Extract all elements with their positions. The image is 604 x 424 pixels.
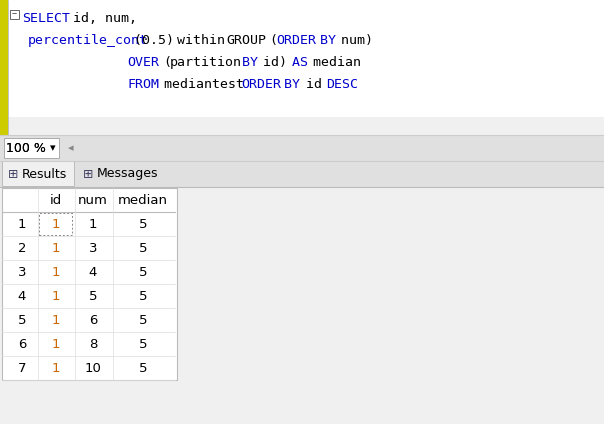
Text: num): num)	[333, 34, 373, 47]
Text: 5: 5	[139, 242, 147, 254]
Bar	[0, 135, 604, 161]
Text: SELECT: SELECT	[22, 12, 70, 25]
Text: 3: 3	[18, 265, 26, 279]
Text: DESC: DESC	[326, 78, 358, 91]
Text: −: −	[12, 9, 17, 19]
Bar	[4, 138, 59, 158]
Text: ORDER: ORDER	[241, 78, 281, 91]
Text: 5: 5	[89, 290, 97, 302]
Bar	[39, 213, 72, 235]
Text: id, num,: id, num,	[65, 12, 137, 25]
Text: 4: 4	[89, 265, 97, 279]
Text: 2: 2	[18, 242, 26, 254]
Text: 1: 1	[51, 362, 60, 374]
Bar	[2, 161, 74, 186]
Text: GROUP: GROUP	[226, 34, 267, 47]
Text: Messages: Messages	[97, 167, 158, 181]
Text: 1: 1	[51, 218, 60, 231]
Text: num: num	[78, 193, 108, 206]
Text: ◂: ◂	[68, 143, 74, 153]
Text: ORDER: ORDER	[277, 34, 316, 47]
Text: ▾: ▾	[50, 143, 56, 153]
Text: median: median	[305, 56, 361, 69]
Text: id: id	[50, 193, 62, 206]
Bar	[10, 10, 19, 19]
Text: 4: 4	[18, 290, 26, 302]
Text: BY: BY	[277, 78, 301, 91]
Text: within: within	[177, 34, 225, 47]
Text: 1: 1	[51, 265, 60, 279]
Text: BY: BY	[234, 56, 258, 69]
Bar	[0, 0, 8, 135]
Text: 5: 5	[139, 362, 147, 374]
Text: 6: 6	[18, 338, 26, 351]
Text: AS: AS	[284, 56, 307, 69]
Text: 1: 1	[51, 242, 60, 254]
Text: 5: 5	[18, 313, 26, 326]
Text: 5: 5	[139, 265, 147, 279]
Text: BY: BY	[312, 34, 336, 47]
Text: id: id	[298, 78, 330, 91]
Text: 3: 3	[89, 242, 97, 254]
Bar	[0, 0, 604, 135]
Text: (: (	[262, 34, 278, 47]
Text: Results: Results	[22, 167, 67, 181]
Text: 1: 1	[89, 218, 97, 231]
Text: 100 %: 100 %	[6, 142, 46, 154]
Text: 100 %: 100 %	[6, 142, 46, 154]
Text: ⊞: ⊞	[8, 167, 19, 181]
Text: 1: 1	[51, 313, 60, 326]
Text: 10: 10	[85, 362, 101, 374]
Text: 1: 1	[51, 290, 60, 302]
Bar	[2, 188, 177, 380]
Text: partition: partition	[170, 56, 242, 69]
Text: 7: 7	[18, 362, 26, 374]
Text: 5: 5	[139, 218, 147, 231]
Text: median: median	[118, 193, 168, 206]
Text: (0.5): (0.5)	[135, 34, 182, 47]
Text: 1: 1	[51, 338, 60, 351]
Bar	[0, 188, 604, 424]
Text: 1: 1	[18, 218, 26, 231]
Text: percentile_cont: percentile_cont	[28, 34, 148, 47]
Text: ⊞: ⊞	[83, 167, 94, 181]
Text: 5: 5	[139, 290, 147, 302]
Text: (: (	[156, 56, 172, 69]
Text: 5: 5	[139, 338, 147, 351]
Text: 8: 8	[89, 338, 97, 351]
Text: 5: 5	[139, 313, 147, 326]
Text: OVER: OVER	[127, 56, 159, 69]
Text: 6: 6	[89, 313, 97, 326]
Text: mediantest: mediantest	[156, 78, 252, 91]
Text: FROM: FROM	[127, 78, 159, 91]
Text: id): id)	[255, 56, 287, 69]
Bar	[0, 161, 604, 187]
Bar	[8, 117, 604, 135]
